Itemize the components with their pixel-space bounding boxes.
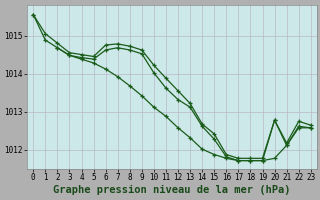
X-axis label: Graphe pression niveau de la mer (hPa): Graphe pression niveau de la mer (hPa) xyxy=(53,185,291,195)
